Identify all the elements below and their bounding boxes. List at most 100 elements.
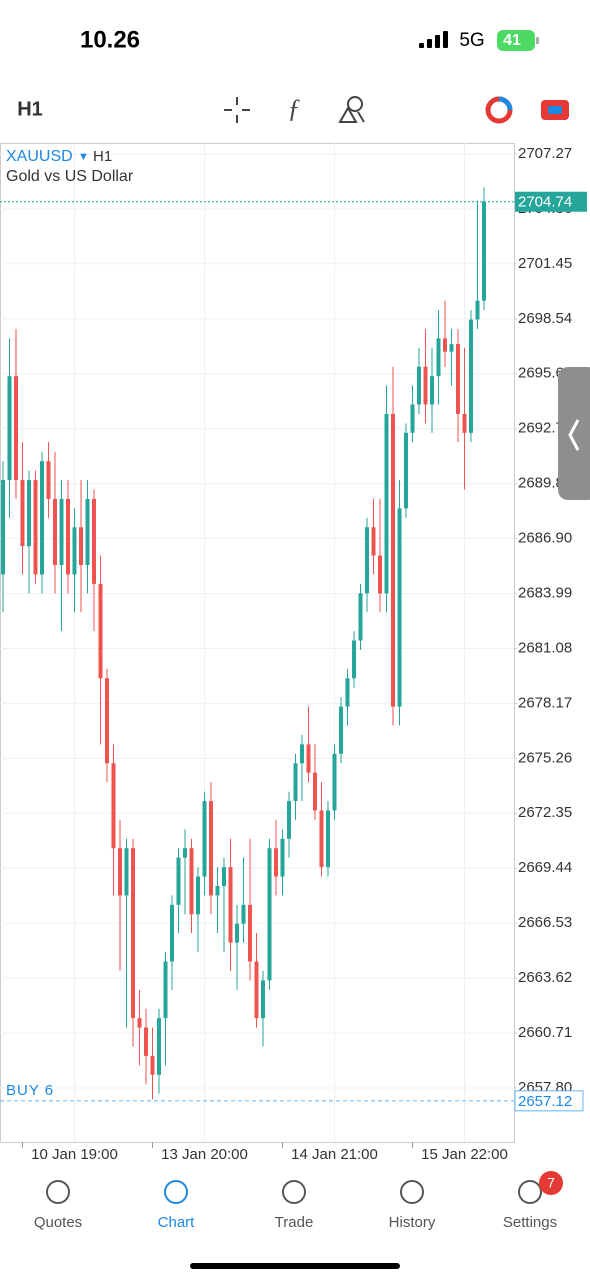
candle-body <box>131 848 135 1019</box>
x-tick-label: 14 Jan 21:00 <box>291 1146 378 1163</box>
candle-body <box>215 885 220 896</box>
candle-body <box>352 640 356 679</box>
order-price-label: 2657.12 <box>518 1093 572 1110</box>
y-tick-label: 2660.71 <box>518 1024 572 1041</box>
home-indicator <box>190 1263 400 1269</box>
indicators-button[interactable]: ƒ <box>288 94 301 123</box>
tab-icon <box>400 1180 424 1204</box>
y-tick-label: 2663.62 <box>518 969 572 986</box>
candle-body <box>40 461 44 575</box>
candle-body <box>287 801 291 839</box>
tab[interactable]: Trade <box>275 1180 314 1231</box>
candle-body <box>1 480 5 575</box>
candle-body <box>332 753 337 811</box>
x-tick-label: 13 Jan 20:00 <box>161 1146 248 1163</box>
tab[interactable]: Chart <box>158 1180 196 1231</box>
candle-body <box>410 404 415 433</box>
candle-body <box>306 744 311 773</box>
y-tick-label: 2707.27 <box>518 145 572 162</box>
candle-body <box>358 593 363 641</box>
candle-body <box>475 300 480 320</box>
symbol[interactable]: XAUUSD <box>6 148 73 165</box>
crosshair-button[interactable] <box>224 97 250 123</box>
candle-body <box>365 527 369 594</box>
candle-body <box>339 706 343 754</box>
candle-body <box>469 319 473 433</box>
candle-body <box>228 867 233 943</box>
current-price-label: 2704.74 <box>518 194 572 211</box>
y-tick-label: 2678.17 <box>518 694 572 711</box>
y-tick-label: 2683.99 <box>518 584 572 601</box>
candle-body <box>14 376 18 481</box>
candle-body <box>196 876 200 915</box>
candle-body <box>33 480 38 575</box>
candle-body <box>150 1055 155 1075</box>
candle-body <box>456 344 460 414</box>
trade-button-inner <box>548 106 562 114</box>
tab[interactable]: Settings <box>503 1180 557 1231</box>
candle-body <box>254 961 259 1019</box>
candle-body <box>27 480 31 547</box>
candle-body <box>53 498 57 565</box>
candle-body <box>98 583 103 679</box>
timeframe-button[interactable]: H1 <box>17 98 43 120</box>
candle-body <box>157 1018 161 1075</box>
signal-icon <box>419 31 448 48</box>
candle-body <box>241 904 246 924</box>
symbol-arrow: ▼ <box>78 151 89 163</box>
tab[interactable]: Quotes <box>34 1180 82 1231</box>
tab-bar <box>0 1170 590 1280</box>
y-tick-label: 2686.90 <box>518 530 572 547</box>
candle-body <box>59 498 64 565</box>
candle-body <box>137 1018 142 1028</box>
candle-body <box>118 848 122 896</box>
y-tick-label: 2698.54 <box>518 310 572 327</box>
candle-body <box>72 527 77 575</box>
y-tick-label: 2669.44 <box>518 859 572 876</box>
tab[interactable]: History <box>389 1180 436 1231</box>
candle-body <box>46 461 51 499</box>
candle-body <box>462 413 467 433</box>
candle-body <box>92 498 96 584</box>
candle-body <box>189 848 194 915</box>
tab-label: Quotes <box>34 1214 82 1231</box>
chart-frame <box>0 143 515 1143</box>
current-price-box <box>515 191 587 212</box>
y-tick-label: 2675.26 <box>518 749 572 766</box>
candle-body <box>423 366 428 405</box>
oneclick-arc <box>498 96 513 111</box>
candle-body <box>300 744 304 764</box>
candle-body <box>183 848 187 858</box>
y-tick-label: 2666.53 <box>518 914 572 931</box>
candle-body <box>248 904 252 962</box>
battery <box>497 30 535 51</box>
candle-body <box>7 376 12 481</box>
candle-body <box>235 923 239 943</box>
candle-body <box>313 772 317 811</box>
candle-body <box>371 527 376 556</box>
candle-body <box>202 801 207 877</box>
candle-body <box>163 961 168 1019</box>
badge <box>539 1171 563 1195</box>
x-tick-label: 15 Jan 22:00 <box>421 1146 508 1163</box>
candle-body <box>209 801 213 896</box>
candle-body <box>384 413 389 594</box>
clock: 10.26 <box>80 26 140 53</box>
battery-level: 41 <box>503 32 521 49</box>
side-panel-handle[interactable] <box>558 367 590 500</box>
candle-body <box>222 867 226 886</box>
candle-body <box>267 848 272 981</box>
candle-body <box>274 848 278 877</box>
objects-button[interactable] <box>338 96 365 123</box>
candle-body <box>20 480 25 547</box>
tab-icon <box>282 1180 306 1204</box>
candle-body <box>280 838 285 877</box>
tab-label: Trade <box>275 1214 314 1231</box>
candle-body <box>378 555 382 594</box>
order-label[interactable]: BUY 6 <box>6 1082 54 1099</box>
tab-icon <box>46 1180 70 1204</box>
candle-body <box>345 678 350 707</box>
candle-body <box>144 1027 148 1056</box>
